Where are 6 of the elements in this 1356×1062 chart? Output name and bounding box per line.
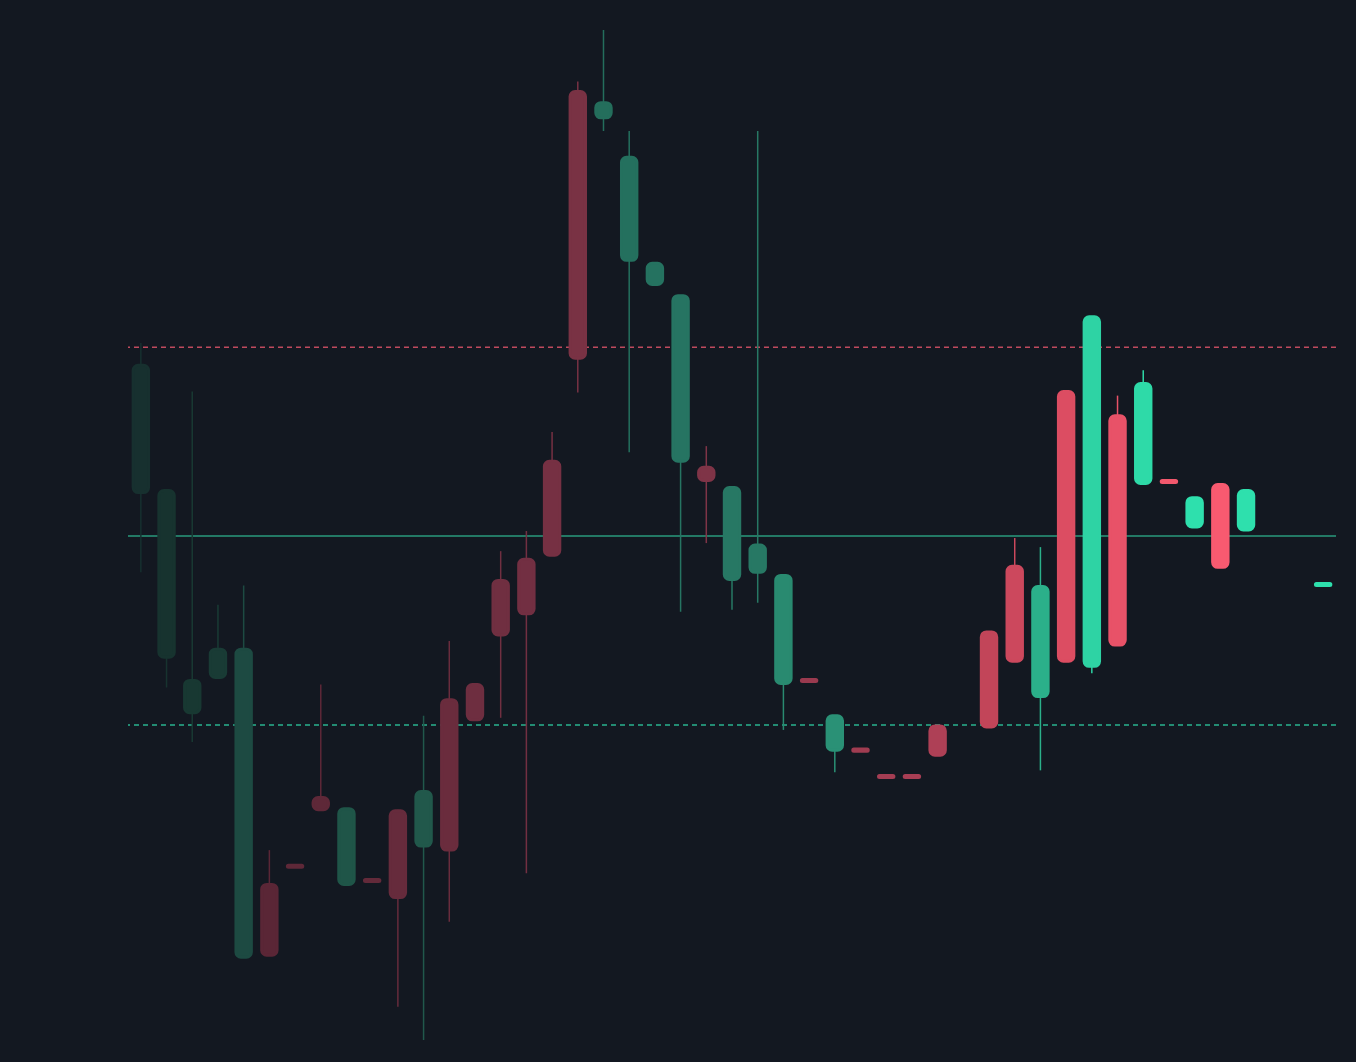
candlestick: [311, 683, 330, 812]
candlestick: [697, 445, 716, 544]
candlestick: [645, 261, 665, 287]
candlestick: [594, 29, 613, 132]
candlestick: [748, 130, 767, 604]
candlestick: [183, 390, 202, 743]
